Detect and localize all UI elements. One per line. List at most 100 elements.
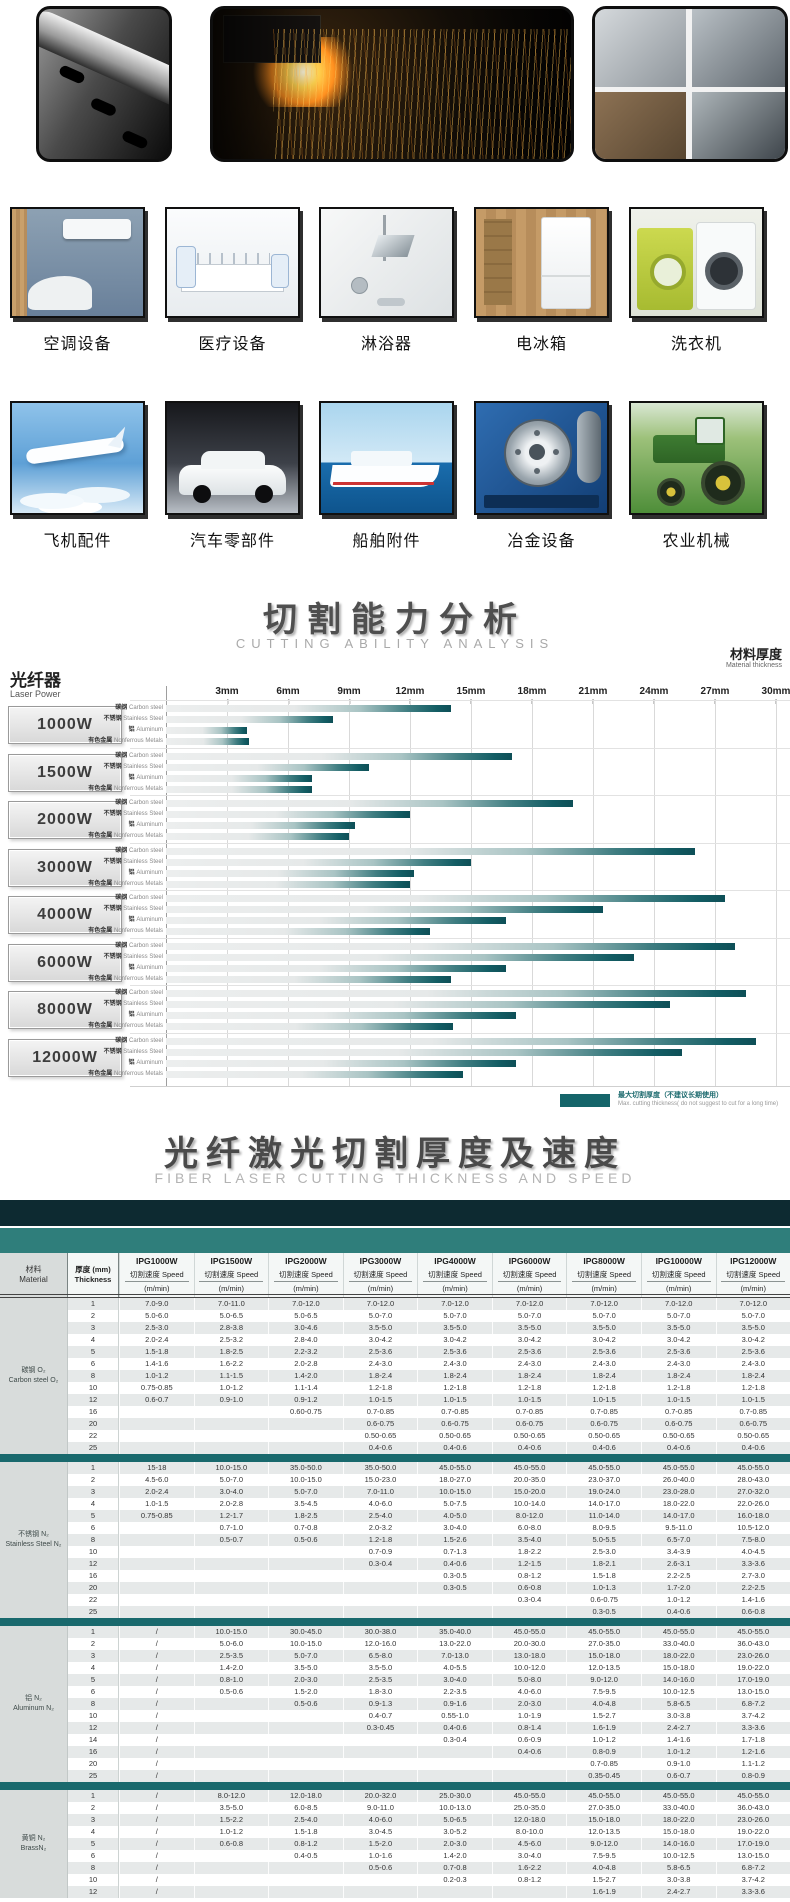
speed-cell: 1.6-2.2	[193, 1358, 269, 1370]
material-name: 黄铜 N₂ BrassN₂	[0, 1790, 68, 1898]
table-row: 8/ 0.5-0.6 0.7-0.8 1.6-2.2 4.0-4.8 5.8-6.5 6.8…	[68, 1862, 790, 1874]
speed-cell: 1.0-1.5	[715, 1394, 790, 1406]
cutting-thickness-bar	[166, 928, 431, 935]
table-row: 14/ 0.3-0.4 0.6-0.9 1.0-1.2 1.4-1.6 1.7-1.8	[68, 1734, 790, 1746]
speed-cell: 5.0-7.0	[417, 1310, 492, 1322]
x-tick: 9mm	[337, 686, 361, 704]
speed-cell: 4.5-6.0	[491, 1838, 567, 1850]
thickness-cell: 4	[68, 1662, 119, 1674]
speed-cell	[417, 1770, 492, 1782]
speed-cell	[119, 1418, 194, 1430]
speed-cell	[417, 1886, 492, 1898]
power-block-12000W: 12000W 碳钢 Carbon steel 不锈钢 Stainless Steel…	[8, 1032, 790, 1082]
speed-cell: 45.0-55.0	[640, 1790, 716, 1802]
thickness-cell: 5	[68, 1674, 119, 1686]
speed-cell: 0.6-0.75	[566, 1418, 641, 1430]
material-bar-row: 碳钢 Carbon steel	[115, 800, 790, 807]
speed-cell: 5.0-8.0	[491, 1674, 567, 1686]
speed-cell: 7.0-11.0	[193, 1298, 269, 1310]
material-bar-label: 铝 Aluminum	[128, 869, 163, 876]
ac-photo	[10, 207, 145, 318]
x-axis-label-cn: 材料厚度	[729, 647, 782, 662]
speed-cell: 3.5-5.0	[715, 1322, 790, 1334]
speed-cell: 9.0-11.0	[342, 1802, 418, 1814]
material-bar-label: 铝 Aluminum	[128, 1059, 163, 1066]
speed-cell: 13.0-22.0	[417, 1638, 492, 1650]
speed-cell: 2.0-3.0	[491, 1698, 567, 1710]
speed-cell: 33.0-40.0	[640, 1638, 716, 1650]
speed-cell: 15.0-18.0	[566, 1814, 641, 1826]
application-item-shower: 淋浴器	[319, 207, 454, 354]
speed-cell: /	[119, 1850, 194, 1862]
speed-cell	[268, 1418, 343, 1430]
plane-photo	[10, 401, 145, 515]
power-name: IPG4000W	[434, 1256, 476, 1266]
speed-cell: 0.75-0.85	[119, 1382, 194, 1394]
table-row: 22 0.3-0.4 0.6-0.75 1.0-1.2 1.4-1.6	[68, 1594, 790, 1606]
speed-cell	[342, 1606, 418, 1618]
speed-cell	[268, 1710, 343, 1722]
speed-cell: /	[119, 1674, 194, 1686]
speed-cell	[342, 1758, 418, 1770]
speed-cell: 16.0-18.0	[715, 1510, 790, 1522]
speed-cell: 0.4-0.7	[342, 1710, 418, 1722]
speed-cell: 1.8-2.5	[268, 1510, 343, 1522]
application-label: 空调设备	[43, 336, 112, 353]
speed-cell: 2.0-3.0	[268, 1674, 343, 1686]
cutting-thickness-bar	[166, 1059, 516, 1067]
speed-cell: 12.0-16.0	[342, 1638, 418, 1650]
speed-cell: 3.0-5.2	[417, 1826, 492, 1838]
thickness-cell: 6	[68, 1686, 119, 1698]
speed-cell: 2.5-3.0	[119, 1322, 194, 1334]
speed-cell: 0.7-0.85	[417, 1406, 492, 1418]
speed-cell: 0.7-0.85	[342, 1406, 418, 1418]
speed-cell: 1.0-1.3	[566, 1582, 641, 1594]
speed-cell: 45.0-55.0	[715, 1462, 790, 1474]
speed-cell: 2.4-2.7	[640, 1886, 716, 1898]
power-label: 4000W	[8, 896, 122, 934]
speed-cell: 3.0-4.0	[193, 1486, 269, 1498]
speed-cell: 45.0-55.0	[566, 1626, 641, 1638]
speed-cell: 3.0-4.2	[491, 1334, 567, 1346]
speed-cell: 5.0-7.0	[193, 1474, 269, 1486]
power-label: 12000W	[8, 1038, 122, 1077]
material-name: 碳钢 O₂ Carbon steel O₂	[0, 1298, 68, 1454]
speed-cell: 0.4-0.6	[417, 1558, 492, 1570]
cutting-thickness-bar	[166, 990, 746, 997]
speed-cell: 1.8-2.4	[640, 1370, 716, 1382]
speed-cell: 13.0-18.0	[491, 1650, 567, 1662]
thickness-cell: 2	[68, 1310, 119, 1322]
speed-cell: 1.0-1.9	[491, 1710, 567, 1722]
speed-cell: 11.0-14.0	[566, 1510, 641, 1522]
power-block-8000W: 8000W 碳钢 Carbon steel 不锈钢 Stainless Steel 铝…	[8, 985, 790, 1034]
material-bar-label: 不锈钢 Stainless Steel	[103, 716, 163, 722]
speed-cell: 0.5-0.7	[193, 1534, 269, 1546]
material-bar-label: 有色金属 Nonferrous Metals	[88, 1023, 163, 1029]
speed-cell: 1.2-1.8	[417, 1382, 492, 1394]
material-bar-label: 铝 Aluminum	[128, 964, 163, 971]
table-row: 1/10.0-15.0 30.0-45.0 30.0-38.0 35.0-40.0 45…	[68, 1626, 790, 1638]
speed-cell	[193, 1594, 269, 1606]
speed-cell: 3.4-3.9	[640, 1546, 716, 1558]
cutting-thickness-bar	[166, 716, 333, 723]
fridge-photo	[474, 207, 609, 318]
speed-cell: 10.0-12.5	[640, 1850, 716, 1862]
material-bar-label: 有色金属 Nonferrous Metals	[88, 975, 163, 982]
speed-cell: 14.0-17.0	[566, 1498, 641, 1510]
medical-photo	[165, 207, 300, 318]
thickness-cell: 6	[68, 1522, 119, 1534]
material-bar-label: 碳钢 Carbon steel	[115, 990, 163, 996]
speed-cell: 0.8-1.0	[193, 1674, 269, 1686]
speed-cell: 0.6-0.9	[491, 1734, 567, 1746]
thickness-cell: 6	[68, 1358, 119, 1370]
y-axis-label: 光纤器 Laser Power	[10, 672, 61, 699]
speed-cell: 5.0-6.5	[193, 1310, 269, 1322]
material-bar-row: 有色金属 Nonferrous Metals	[88, 1023, 790, 1030]
speed-cell: 6.0-8.5	[268, 1802, 343, 1814]
car-art-shape	[193, 485, 211, 503]
power-label: 3000W	[8, 848, 122, 887]
speed-cell: 8.0-12.0	[491, 1510, 567, 1522]
speed-cell: 35.0-50.0	[268, 1462, 343, 1474]
speed-cell	[491, 1886, 567, 1898]
metal-art-shape	[577, 411, 601, 483]
